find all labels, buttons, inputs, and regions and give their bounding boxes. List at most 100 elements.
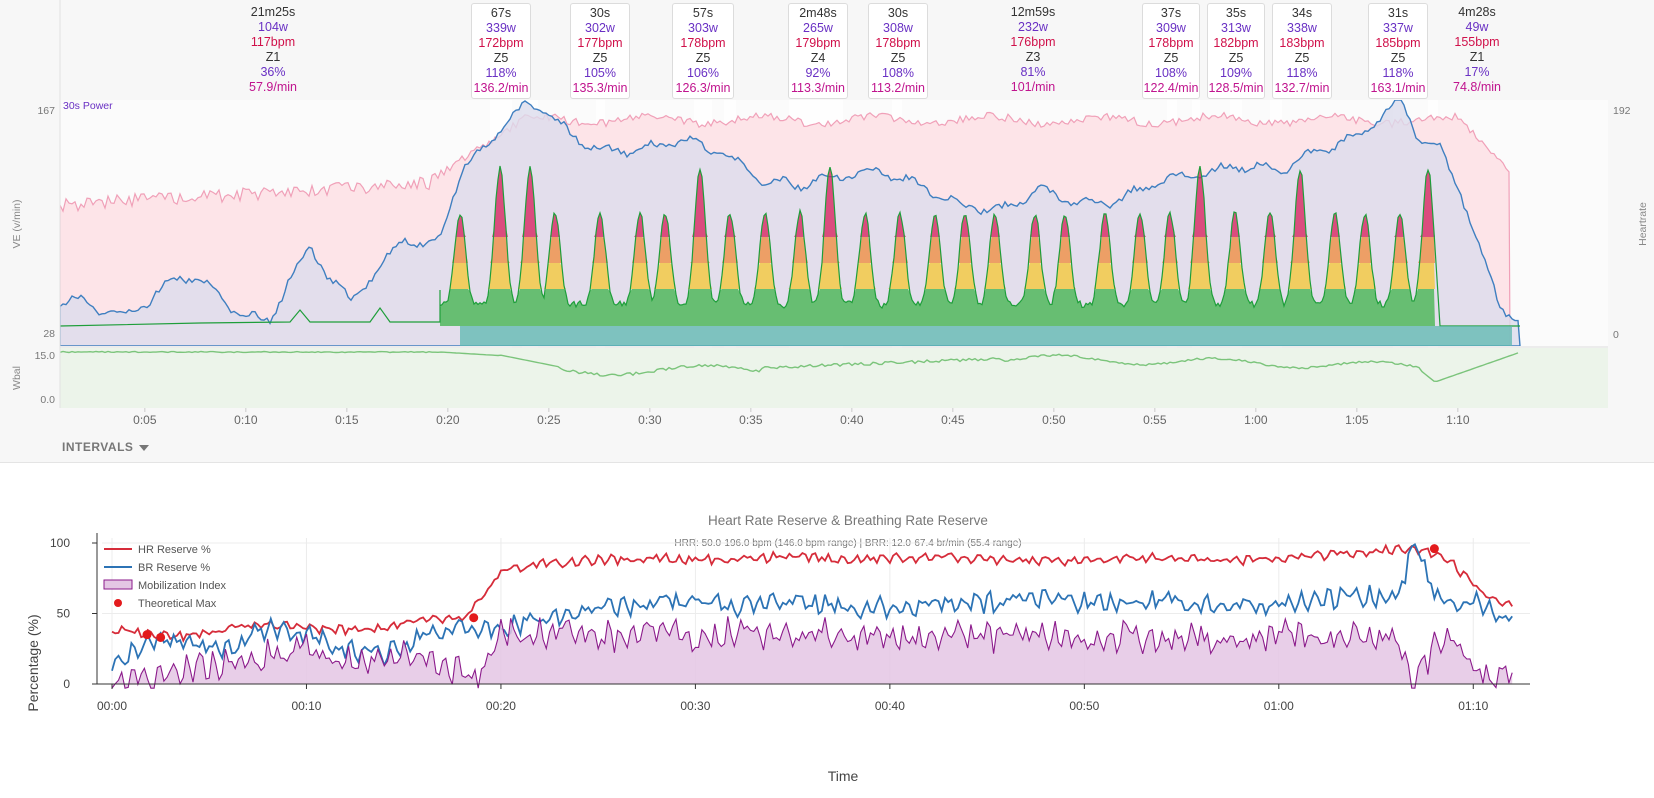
interval-duration: 2m48s [799, 6, 837, 20]
interval-heartrate: 178bpm [875, 36, 921, 50]
interval-watts: 302w [585, 21, 615, 35]
interval-heartrate: 117bpm [250, 35, 296, 49]
interval-watts: 104w [258, 20, 288, 34]
intervals-button-label: INTERVALS [62, 440, 134, 454]
interval-heartrate: 177bpm [577, 36, 623, 50]
top-x-tick-label: 0:35 [739, 413, 763, 427]
hr-tick-min: 0 [1613, 329, 1619, 341]
top-x-tick-label: 1:00 [1244, 413, 1268, 427]
interval-duration: 4m28s [1458, 5, 1496, 19]
interval-heartrate: 155bpm [1454, 35, 1500, 49]
legend-label: HR Reserve % [138, 544, 211, 556]
wbal-tick-min: 0.0 [40, 394, 55, 406]
power-legend-label: 30s Power [63, 100, 113, 112]
top-x-tick-label: 0:45 [941, 413, 965, 427]
br-reserve-line [111, 543, 1513, 672]
reserve-chart[interactable]: Heart Rate Reserve & Breathing Rate Rese… [0, 463, 1654, 798]
interval-summary[interactable]: 31s 337w 185bpm Z5 118% 163.1/min [1368, 3, 1428, 99]
top-x-tick-label: 0:10 [234, 413, 258, 427]
interval-heartrate: 182bpm [1213, 36, 1259, 50]
x-tick-label: 01:00 [1264, 699, 1294, 713]
interval-breath-rate: 135.3/min [572, 81, 628, 95]
interval-zone: Z5 [890, 51, 906, 65]
mobilization-line [111, 616, 1513, 689]
interval-watts: 232w [1018, 20, 1048, 34]
interval-breath-rate: 163.1/min [1370, 81, 1426, 95]
chevron-down-icon [139, 444, 150, 451]
hr-axis-label: Heartrate [1637, 202, 1649, 246]
x-tick-label: 00:20 [486, 699, 516, 713]
interval-duration: 67s [490, 6, 512, 20]
power-zone-band [440, 166, 1435, 237]
interval-duration: 35s [1225, 6, 1247, 20]
interval-ftp-percent: 118% [1382, 66, 1414, 80]
interval-heartrate: 176bpm [1010, 35, 1056, 49]
interval-summary[interactable]: 30s 302w 177bpm Z5 105% 135.3/min [570, 3, 630, 99]
interval-ftp-percent: 36% [260, 65, 286, 79]
interval-summary[interactable]: 21m25s 104w 117bpm Z1 36% 57.9/min [228, 5, 318, 95]
activity-chart-panel: 30s Power 167 28 192 0 15.0 0.0 VE (v/mi… [0, 0, 1654, 462]
hr-tick-max: 192 [1613, 105, 1631, 117]
x-tick-label: 00:00 [97, 699, 127, 713]
x-tick-label: 01:10 [1458, 699, 1488, 713]
hr-reserve-line [111, 543, 1513, 644]
power-zone-band [440, 237, 1435, 263]
interval-breath-rate: 132.7/min [1274, 81, 1330, 95]
interval-breath-rate: 113.2/min [871, 81, 925, 95]
wbal-axis-label: Wbal [11, 366, 23, 390]
x-axis-label: Time [828, 768, 859, 784]
interval-duration: 34s [1291, 6, 1313, 20]
interval-summary[interactable]: 34s 338w 183bpm Z5 118% 132.7/min [1272, 3, 1332, 99]
interval-zone: Z5 [592, 51, 608, 65]
interval-summary[interactable]: 4m28s 49w 155bpm Z1 17% 74.8/min [1449, 5, 1505, 95]
interval-summary[interactable]: 30s 308w 178bpm Z5 108% 113.2/min [868, 3, 928, 99]
interval-summary[interactable]: 12m59s 232w 176bpm Z3 81% 101/min [988, 5, 1078, 95]
interval-zone: Z5 [1390, 51, 1406, 65]
top-x-tick-label: 0:50 [1042, 413, 1066, 427]
theoretical-max-point [156, 632, 166, 642]
interval-heartrate: 178bpm [680, 36, 726, 50]
theoretical-max-point [1429, 544, 1439, 554]
intervals-dropdown-button[interactable]: INTERVALS [62, 440, 150, 454]
top-x-tick-label: 0:30 [638, 413, 662, 427]
top-x-tick-label: 0:15 [335, 413, 359, 427]
interval-breath-rate: 101/min [1010, 80, 1056, 94]
chart-title: Heart Rate Reserve & Breathing Rate Rese… [708, 513, 988, 528]
theoretical-max-point [142, 630, 152, 640]
interval-duration: 57s [692, 6, 714, 20]
interval-watts: 265w [803, 21, 833, 35]
panel-divider [0, 462, 1654, 463]
power-zone-band [440, 263, 1435, 289]
x-tick-label: 00:10 [291, 699, 321, 713]
power-line [60, 165, 1520, 327]
interval-watts: 339w [486, 21, 516, 35]
interval-zone: Z1 [265, 50, 281, 64]
interval-breath-rate: 57.9/min [249, 80, 297, 94]
legend-marker [114, 599, 122, 607]
y-tick-label: 100 [50, 536, 70, 550]
y-tick-label: 50 [57, 607, 71, 621]
interval-watts: 338w [1287, 21, 1317, 35]
interval-summary[interactable]: 35s 313w 182bpm Z5 109% 128.5/min [1207, 3, 1265, 99]
interval-summary[interactable]: 67s 339w 172bpm Z5 118% 136.2/min [471, 3, 531, 99]
interval-breath-rate: 128.5/min [1208, 81, 1264, 95]
top-x-axis: 0:05 0:10 0:15 0:20 0:25 0:30 0:35 0:40 0:45 0:50… [133, 408, 1470, 427]
interval-summary[interactable]: 37s 309w 178bpm Z5 108% 122.4/min [1142, 3, 1200, 99]
interval-summary[interactable]: 57s 303w 178bpm Z5 106% 126.3/min [672, 3, 734, 99]
interval-summary[interactable]: 2m48s 265w 179bpm Z4 92% 113.3/min [788, 3, 848, 99]
interval-zone: Z5 [493, 51, 509, 65]
interval-duration: 30s [887, 6, 909, 20]
interval-zone: Z4 [810, 51, 826, 65]
interval-heartrate: 179bpm [795, 36, 841, 50]
activity-chart[interactable]: 30s Power 167 28 192 0 15.0 0.0 VE (v/mi… [0, 0, 1654, 462]
interval-zone: Z5 [1228, 51, 1244, 65]
interval-ftp-percent: 105% [584, 66, 616, 80]
interval-breath-rate: 74.8/min [1453, 80, 1501, 94]
base-power-band [460, 326, 1512, 346]
ve-tick-min: 28 [43, 328, 55, 340]
x-tick-label: 00:30 [680, 699, 710, 713]
interval-heartrate: 172bpm [478, 36, 524, 50]
interval-duration: 31s [1387, 6, 1409, 20]
legend: HR Reserve % BR Reserve % Mobilization Ind… [103, 544, 227, 610]
interval-watts: 49w [1465, 20, 1489, 34]
